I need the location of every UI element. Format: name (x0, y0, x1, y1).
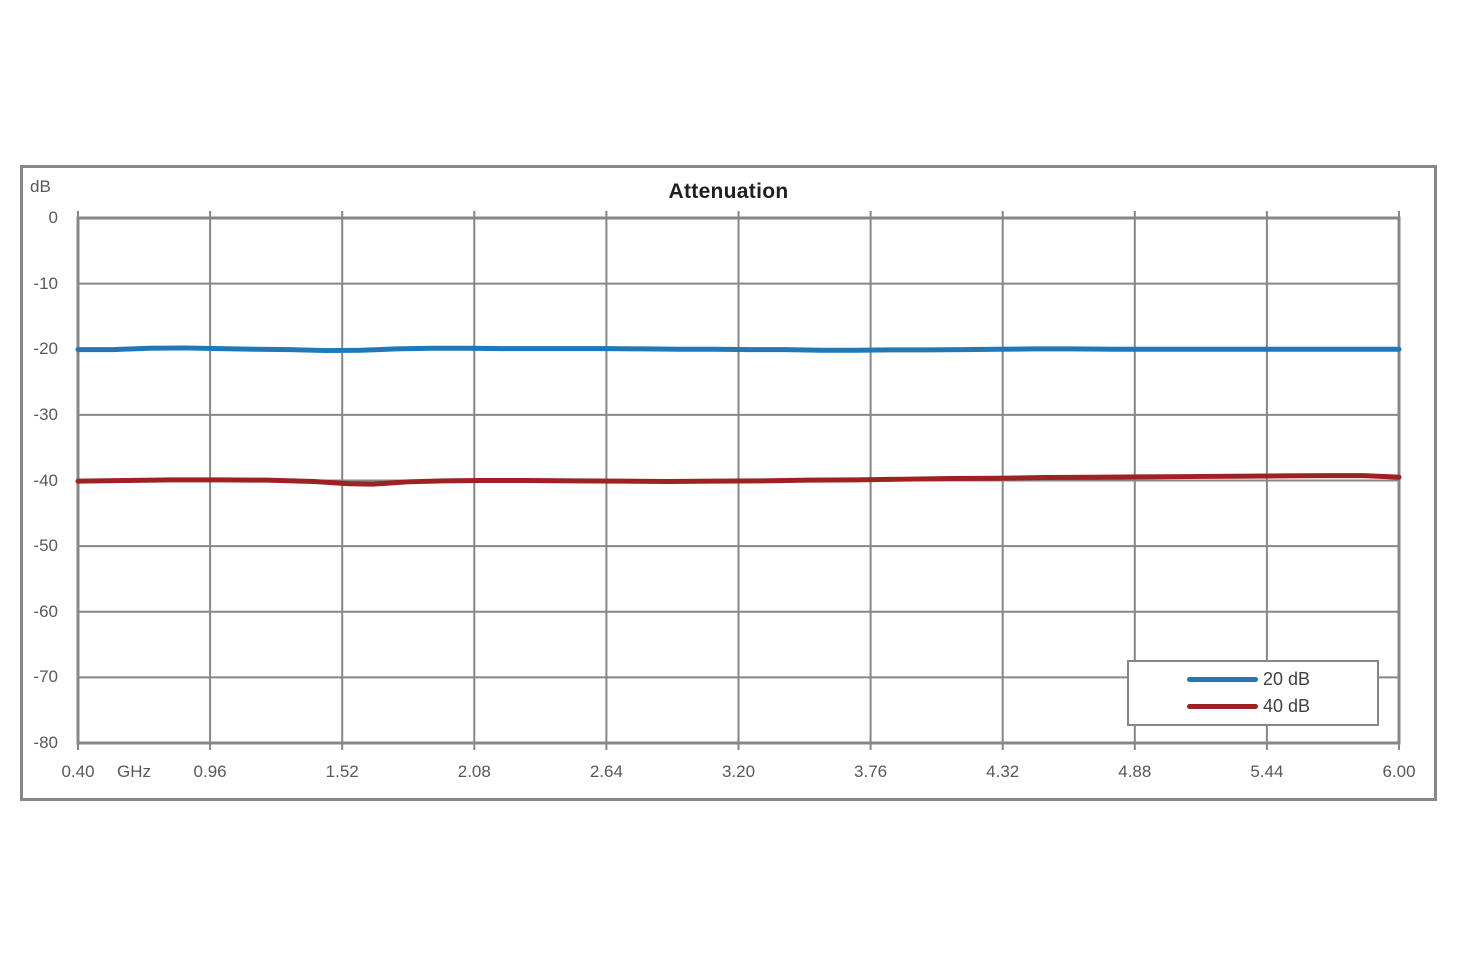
x-tick-label: 2.08 (457, 762, 491, 781)
legend-line-swatch-red (1187, 704, 1258, 710)
y-tick-label: -20 (33, 339, 58, 359)
y-tick-label: -80 (33, 733, 58, 752)
y-tick-label: -60 (33, 601, 58, 621)
y-tick-label: 0 (48, 208, 58, 227)
y-axis-unit-label: dB (30, 177, 51, 196)
y-tick-label: -70 (33, 667, 58, 687)
legend-item-20db: 20 dB (1187, 669, 1377, 690)
x-axis-unit-label: GHz (117, 762, 151, 781)
y-tick-label: -30 (33, 404, 58, 424)
legend-label: 20 dB (1263, 668, 1311, 689)
legend-line-swatch-blue (1187, 676, 1258, 682)
y-tick-label: -50 (33, 536, 58, 556)
y-tick-label: -40 (33, 470, 58, 490)
x-tick-label: 5.44 (1250, 762, 1284, 781)
x-tick-label: 6.00 (1382, 762, 1416, 781)
x-tick-label: 4.88 (1118, 762, 1152, 781)
x-tick-label: 0.40 (61, 762, 95, 781)
x-tick-label: 2.64 (589, 762, 623, 781)
legend: 20 dB 40 dB (1127, 660, 1379, 726)
x-tick-label: 4.32 (986, 762, 1020, 781)
x-tick-label: 3.20 (721, 762, 756, 781)
legend-item-40db: 40 dB (1187, 696, 1377, 717)
x-tick-label: 1.52 (325, 762, 359, 781)
y-tick-label: -10 (33, 273, 58, 293)
legend-label: 40 dB (1263, 696, 1311, 717)
chart-title: Attenuation (668, 180, 789, 203)
x-tick-label: 3.76 (854, 762, 888, 781)
x-tick-label: 0.96 (193, 762, 227, 781)
